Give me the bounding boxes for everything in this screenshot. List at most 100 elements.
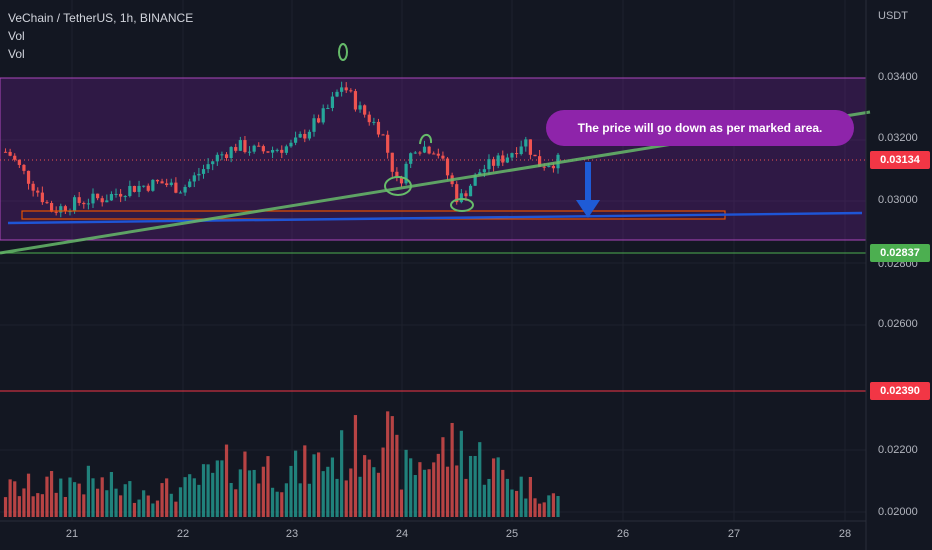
volume-bar [399, 489, 404, 517]
volume-bar [119, 495, 123, 517]
candle-body [224, 154, 229, 159]
candle-body [363, 105, 367, 115]
green-level-tag: 0.02837 [870, 244, 930, 262]
candle-body [335, 91, 339, 97]
annotation-callout[interactable]: The price will go down as per marked are… [546, 110, 854, 146]
volume-bar [82, 494, 86, 517]
candle-body [487, 159, 491, 170]
symbol-title[interactable]: VeChain / TetherUS, 1h, BINANCE [8, 11, 194, 25]
candle-body [496, 155, 500, 166]
candle-body [151, 179, 155, 191]
volume-bar [257, 483, 261, 517]
volume-bar [542, 502, 546, 517]
x-tick: 26 [616, 528, 630, 540]
candle-body [445, 158, 450, 176]
volume-bar [54, 492, 58, 517]
candle-body [36, 190, 40, 193]
volume-bar [422, 469, 427, 517]
volume-bar [376, 472, 381, 517]
volume-bar [445, 466, 450, 517]
volume-bar [49, 471, 54, 517]
volume-bar [528, 476, 532, 517]
volume-bar [220, 460, 224, 517]
candle-body [399, 177, 404, 184]
candle-body [252, 145, 256, 152]
support-line[interactable] [7, 211, 863, 225]
candle-body [468, 185, 473, 197]
candle-body [381, 134, 385, 136]
volume-indicator-label[interactable]: Vol [8, 29, 25, 43]
candle-body [491, 159, 496, 166]
volume-indicator-label-2[interactable]: Vol [8, 47, 25, 61]
candle-body [293, 137, 298, 143]
mark-low [384, 176, 412, 196]
y-tick: 0.02600 [878, 318, 918, 330]
volume-bar [72, 482, 77, 517]
candle-body [551, 165, 556, 169]
volume-bar [381, 447, 385, 517]
candle-body [22, 164, 26, 171]
volume-bar [496, 457, 500, 517]
volume-bar [404, 449, 408, 517]
mark-top [338, 43, 348, 61]
candle-body [109, 194, 114, 201]
volume-bar [510, 489, 514, 517]
candle-body [510, 153, 514, 158]
candle-body [501, 155, 505, 163]
volume-bar [482, 484, 486, 517]
volume-bar [358, 476, 362, 517]
volume-bar [307, 483, 311, 517]
candle-body [68, 211, 72, 213]
volume-bar [372, 467, 376, 517]
volume-bar [266, 456, 270, 517]
highlight-marks [338, 43, 474, 212]
volume-bar [96, 488, 100, 517]
candle-body [358, 105, 362, 110]
volume-bar [478, 442, 482, 517]
candle-body [482, 169, 486, 173]
candle-body [538, 156, 542, 167]
volume-bar [519, 476, 523, 517]
candle-body [114, 193, 118, 195]
candle-body [464, 193, 468, 197]
candle-body [123, 196, 127, 198]
candle-body [132, 185, 137, 192]
candle-body [63, 206, 67, 212]
volume-bar [349, 468, 353, 517]
candle-body [45, 202, 49, 204]
x-tick: 24 [395, 528, 409, 540]
volume-bar [367, 459, 371, 517]
volume-bar [501, 469, 505, 517]
volume-bar [538, 503, 542, 517]
candle-body [372, 121, 376, 123]
candle-body [533, 154, 537, 157]
volume-bar [8, 479, 12, 517]
down-arrow[interactable] [576, 162, 600, 218]
y-tick: 0.03000 [878, 194, 918, 206]
candle-body [77, 197, 81, 203]
currency-label: USDT [878, 10, 908, 22]
candle-body [8, 151, 12, 156]
volume-bar [436, 453, 440, 517]
candle-body [17, 159, 21, 165]
candle-body [31, 183, 35, 191]
candle-body [321, 108, 325, 123]
candle-body [105, 200, 109, 203]
volume-bar [243, 451, 247, 517]
volume-bar [330, 457, 335, 517]
volume-bar [312, 454, 316, 517]
candle-body [326, 107, 330, 109]
volume-bar [165, 478, 169, 517]
volume-bar [132, 502, 137, 517]
mark-hook [419, 133, 433, 145]
y-tick: 0.03400 [878, 71, 918, 83]
volume-bar [174, 501, 178, 517]
volume-bar [77, 483, 81, 517]
volume-bar [183, 477, 187, 517]
volume-bar [206, 464, 210, 517]
volume-bar [192, 478, 196, 517]
volume-bar [340, 430, 344, 517]
volume-bar [413, 475, 417, 517]
candle-body [386, 134, 390, 153]
